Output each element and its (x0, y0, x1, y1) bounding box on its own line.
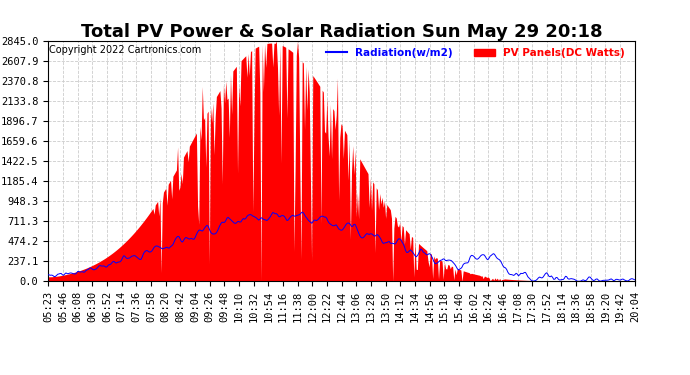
Text: Copyright 2022 Cartronics.com: Copyright 2022 Cartronics.com (49, 45, 201, 55)
Legend: Radiation(w/m2), PV Panels(DC Watts): Radiation(w/m2), PV Panels(DC Watts) (322, 44, 629, 62)
Title: Total PV Power & Solar Radiation Sun May 29 20:18: Total PV Power & Solar Radiation Sun May… (81, 23, 602, 41)
